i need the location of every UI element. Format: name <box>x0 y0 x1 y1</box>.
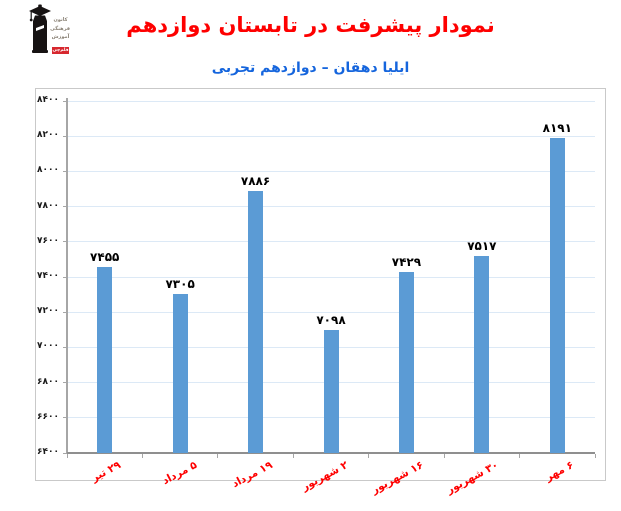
y-axis-line <box>66 98 68 453</box>
gridline <box>67 311 595 313</box>
gridline <box>67 100 595 102</box>
y-axis-tick <box>63 170 67 172</box>
x-category-label: ۵ مرداد <box>160 459 199 488</box>
y-tick-label: ۸۲۰۰ <box>37 130 59 141</box>
y-axis-tick <box>63 206 67 208</box>
bar-value-label: ۷۸۸۶ <box>240 174 271 189</box>
y-tick-label: ۷۰۰۰ <box>37 341 59 352</box>
x-category-label: ۲ شهریور <box>299 459 350 494</box>
x-axis-tick <box>217 454 219 458</box>
x-axis-tick <box>141 454 143 458</box>
logo-text-line: کانون <box>53 17 68 23</box>
bar-value-label: ۷۴۲۹ <box>391 254 422 269</box>
logo-text-line: آموزش <box>51 34 70 40</box>
chart-subtitle: ایلیا دهقان – دوازدهم تجربی <box>211 60 410 76</box>
y-axis-tick <box>63 135 67 137</box>
x-axis-tick <box>66 454 68 458</box>
gridline <box>67 135 595 137</box>
y-axis-tick <box>63 417 67 419</box>
bar-value-label: ۷۴۵۵ <box>90 250 120 265</box>
y-axis-tick <box>63 100 67 102</box>
y-tick-label: ۶۸۰۰ <box>37 376 59 387</box>
plot-area: ۶۴۰۰ ۶۶۰۰ ۶۸۰۰ ۷۰۰۰ ۷۲۰۰ ۷۴۰۰ ۷۶۰۰ ۷۸۰۰ ۸۰۰۰ ۸۲۰۰… <box>35 88 606 496</box>
bar <box>398 271 414 453</box>
y-tick-label: ۷۲۰۰ <box>37 306 59 317</box>
logo-text-line: فرهنگی <box>50 25 70 32</box>
y-tick-label: ۸۰۰۰ <box>37 165 59 176</box>
x-axis-tick <box>443 454 445 458</box>
graduate-figure-icon <box>29 4 51 53</box>
bar-value-label: ۷۳۰۵ <box>165 276 195 291</box>
x-axis-line <box>67 452 595 454</box>
bar <box>172 293 188 453</box>
gridline <box>67 206 595 208</box>
x-category-label: ۳۰ شهریور <box>444 459 501 497</box>
kanoon-logo: کانون فرهنگی آموزش قلم‌چی <box>26 3 70 59</box>
gridline <box>67 241 595 243</box>
x-category-label: ۲۹ تیر <box>90 459 124 485</box>
y-axis-tick <box>63 241 67 243</box>
y-tick-label: ۸۴۰۰ <box>37 95 59 105</box>
bar <box>248 191 264 453</box>
y-tick-label: ۷۸۰۰ <box>37 200 59 211</box>
y-axis-tick <box>63 276 67 278</box>
bar <box>474 256 490 453</box>
y-axis-tick <box>63 311 67 313</box>
x-category-label: ۱۹ مرداد <box>229 459 275 491</box>
y-tick-label: ۶۶۰۰ <box>37 411 59 422</box>
y-tick-label: ۷۶۰۰ <box>37 235 59 246</box>
y-tick-label: ۷۴۰۰ <box>37 271 59 281</box>
bar-value-label: ۷۵۱۷ <box>467 239 497 254</box>
logo-badge: قلم‌چی <box>52 47 69 54</box>
y-axis-tick <box>63 382 67 384</box>
x-category-label: ۶ مهر <box>543 459 576 484</box>
x-axis-tick <box>368 454 370 458</box>
y-tick-label: ۶۴۰۰ <box>37 447 59 457</box>
bar-value-label: ۸۱۹۱ <box>542 120 572 135</box>
y-axis-tick <box>63 346 67 348</box>
chart-title: نمودار پیشرفت در تابستان دوازدهم <box>126 13 495 37</box>
bar <box>549 137 565 453</box>
y-axis-tick <box>63 452 67 454</box>
bar <box>323 330 339 453</box>
bar <box>97 267 113 453</box>
gridline <box>67 170 595 172</box>
x-axis-tick <box>519 454 521 458</box>
bar-value-label: ۷۰۹۸ <box>316 313 346 328</box>
x-axis-tick <box>594 454 596 458</box>
x-category-label: ۱۶ شهریور <box>369 459 426 497</box>
x-axis-tick <box>292 454 294 458</box>
gridline <box>67 276 595 278</box>
